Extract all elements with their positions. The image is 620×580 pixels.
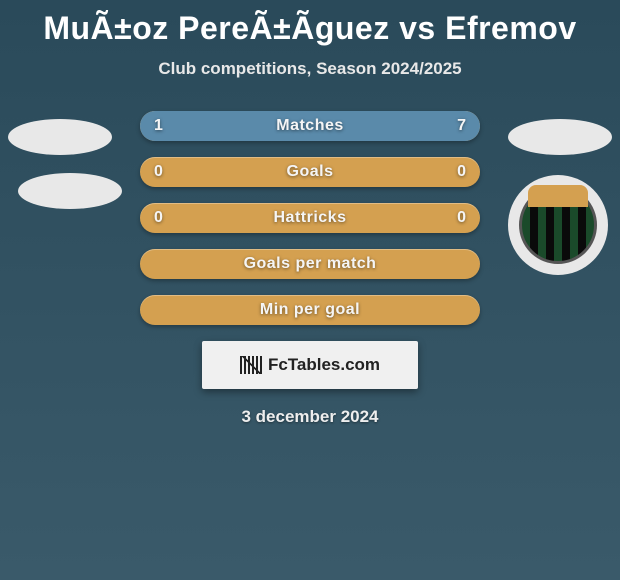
stat-value-left: 0 — [154, 209, 163, 227]
page-title: MuÃ±oz PereÃ±Ãguez vs Efremov — [0, 0, 620, 47]
stat-bars: 1 7 Matches 0 0 Goals 0 0 Hattricks Goals per mat… — [140, 111, 480, 325]
brand-icon — [240, 356, 262, 374]
player-right-club-badge — [508, 175, 608, 275]
stat-label: Matches — [276, 117, 344, 135]
stat-value-right: 0 — [457, 209, 466, 227]
stat-label: Goals per match — [244, 255, 377, 273]
stat-value-right: 0 — [457, 163, 466, 181]
stat-label: Goals — [287, 163, 334, 181]
snapshot-date: 3 december 2024 — [0, 407, 620, 427]
stat-value-left: 1 — [154, 117, 163, 135]
stat-bar: 0 0 Hattricks — [140, 203, 480, 233]
brand-box[interactable]: FcTables.com — [202, 341, 418, 389]
player-right-flag — [508, 119, 612, 155]
comparison-panel: 1 7 Matches 0 0 Goals 0 0 Hattricks Goals per mat… — [0, 111, 620, 427]
stat-bar: 0 0 Goals — [140, 157, 480, 187]
stat-bar: Goals per match — [140, 249, 480, 279]
stat-label: Hattricks — [274, 209, 347, 227]
player-left-club — [18, 173, 122, 209]
page-subtitle: Club competitions, Season 2024/2025 — [0, 59, 620, 79]
stat-bar: 1 7 Matches — [140, 111, 480, 141]
player-left-flag — [8, 119, 112, 155]
brand-text: FcTables.com — [268, 355, 380, 375]
stat-label: Min per goal — [260, 301, 360, 319]
stat-bar: Min per goal — [140, 295, 480, 325]
stat-value-left: 0 — [154, 163, 163, 181]
stat-value-right: 7 — [457, 117, 466, 135]
